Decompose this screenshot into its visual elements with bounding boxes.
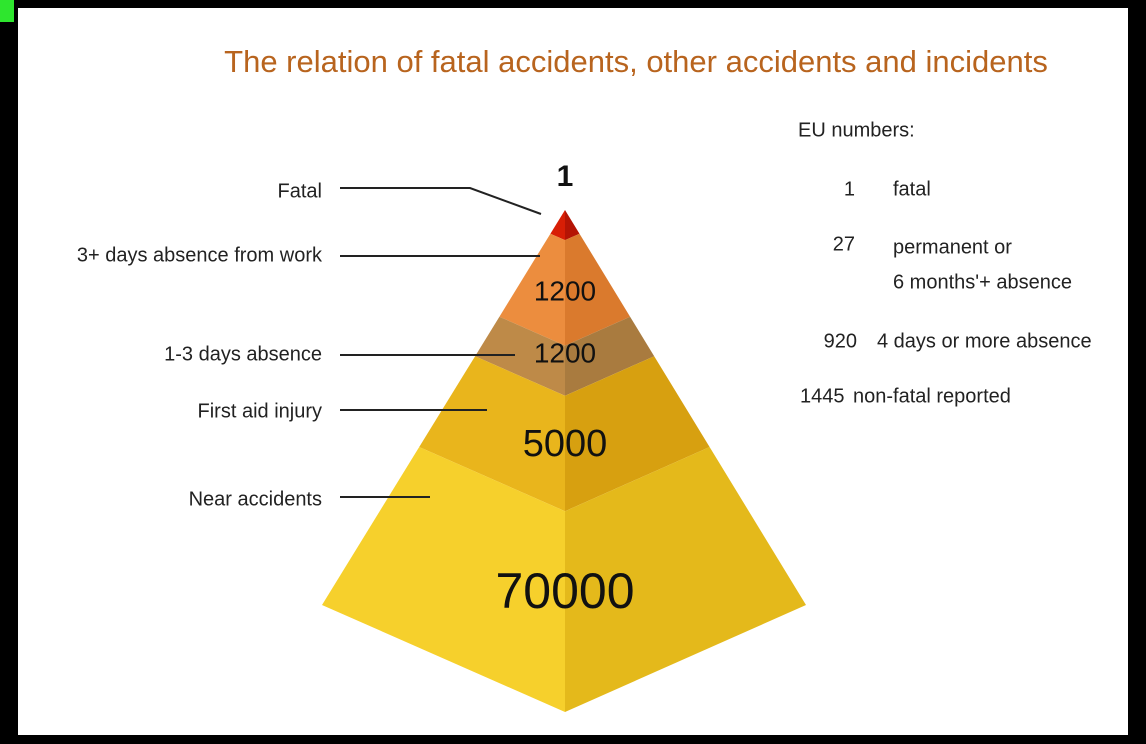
eu-text: 6 months'+ absence: [893, 271, 1072, 293]
eu-text: non-fatal reported: [853, 385, 1011, 407]
layer-label: 1-3 days absence: [164, 343, 322, 365]
layer-3days-right: [565, 233, 631, 346]
layer-label: 3+ days absence from work: [77, 244, 323, 266]
eu-heading: EU numbers:: [798, 119, 915, 141]
eu-number: 27: [833, 233, 855, 255]
eu-number: 1: [844, 178, 855, 200]
layer-firstaid-right: [565, 356, 710, 512]
layer-firstaid-left: [419, 356, 565, 512]
layer-number: 1200: [534, 275, 596, 306]
layer-3days-left: [499, 233, 565, 346]
leader-line: [340, 187, 542, 215]
layer-fatal-left: [550, 210, 565, 241]
layer-number: 70000: [495, 563, 634, 619]
layer-label: First aid injury: [198, 400, 322, 422]
layer-label: Fatal: [278, 180, 322, 202]
layer-fatal-right: [565, 210, 580, 241]
pyramid: [322, 210, 806, 712]
layer-number: 1200: [534, 337, 596, 368]
layer-number: 5000: [523, 423, 608, 465]
layer-near-right: [565, 447, 806, 712]
title: The relation of fatal accidents, other a…: [224, 44, 1048, 79]
layer-near-left: [322, 447, 565, 712]
layer-number: 1: [557, 160, 574, 193]
corner-strip: [0, 0, 14, 22]
eu-number: 920: [824, 330, 857, 352]
eu-text: permanent or: [893, 236, 1012, 258]
eu-number: 1445: [800, 385, 845, 407]
layer-13days-right: [565, 316, 655, 396]
eu-text: 4 days or more absence: [877, 330, 1092, 352]
layer-13days-left: [475, 316, 565, 396]
layer-label: Near accidents: [189, 488, 322, 510]
eu-text: fatal: [893, 178, 931, 200]
